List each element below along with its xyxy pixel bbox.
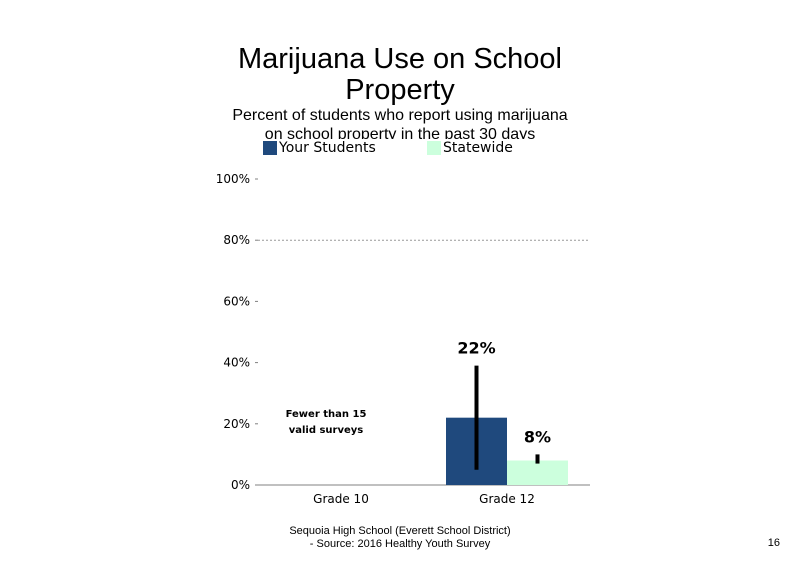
chart-title-line-1: Marijuana Use on School (237, 43, 562, 75)
footer-school: Sequoia High School (Everett School Dist… (289, 525, 511, 537)
y-tick-label: 60% (223, 294, 250, 308)
annotation-text: Fewer than 15 (286, 409, 367, 420)
y-tick-label: 40% (223, 356, 250, 370)
chart-subtitle-line-1: Percent of students who report using mar… (232, 107, 568, 124)
y-tick-label: 100% (216, 172, 250, 186)
legend-swatch-statewide (427, 141, 441, 155)
chart-subtitle-line-2: on school property in the past 30 days (264, 126, 536, 139)
footer: Sequoia High School (Everett School Dist… (200, 525, 600, 551)
bar (507, 460, 568, 485)
chart-subtitle: Percent of students who report using mar… (210, 106, 590, 139)
x-tick-label: Grade 12 (479, 492, 535, 506)
chart-title: Marijuana Use on School Property (0, 44, 800, 106)
chart-legend: Your Students Statewide (0, 140, 800, 158)
data-label: 8% (524, 427, 551, 446)
legend-label-your-students: Your Students (279, 140, 376, 156)
y-tick-label: 80% (223, 233, 250, 247)
legend-label-statewide: Statewide (443, 140, 513, 156)
x-tick-label: Grade 10 (313, 492, 369, 506)
y-tick-label: 0% (231, 478, 250, 492)
legend-item-your-students: Your Students (263, 140, 376, 156)
legend-swatch-your-students (263, 141, 277, 155)
footer-source: - Source: 2016 Healthy Youth Survey (309, 538, 491, 550)
page-number: 16 (767, 537, 780, 549)
legend-item-statewide: Statewide (427, 140, 513, 156)
y-tick-label: 20% (223, 417, 250, 431)
chart-title-line-2: Property (345, 74, 455, 106)
data-label: 22% (457, 339, 495, 358)
annotation-text: valid surveys (289, 425, 364, 436)
